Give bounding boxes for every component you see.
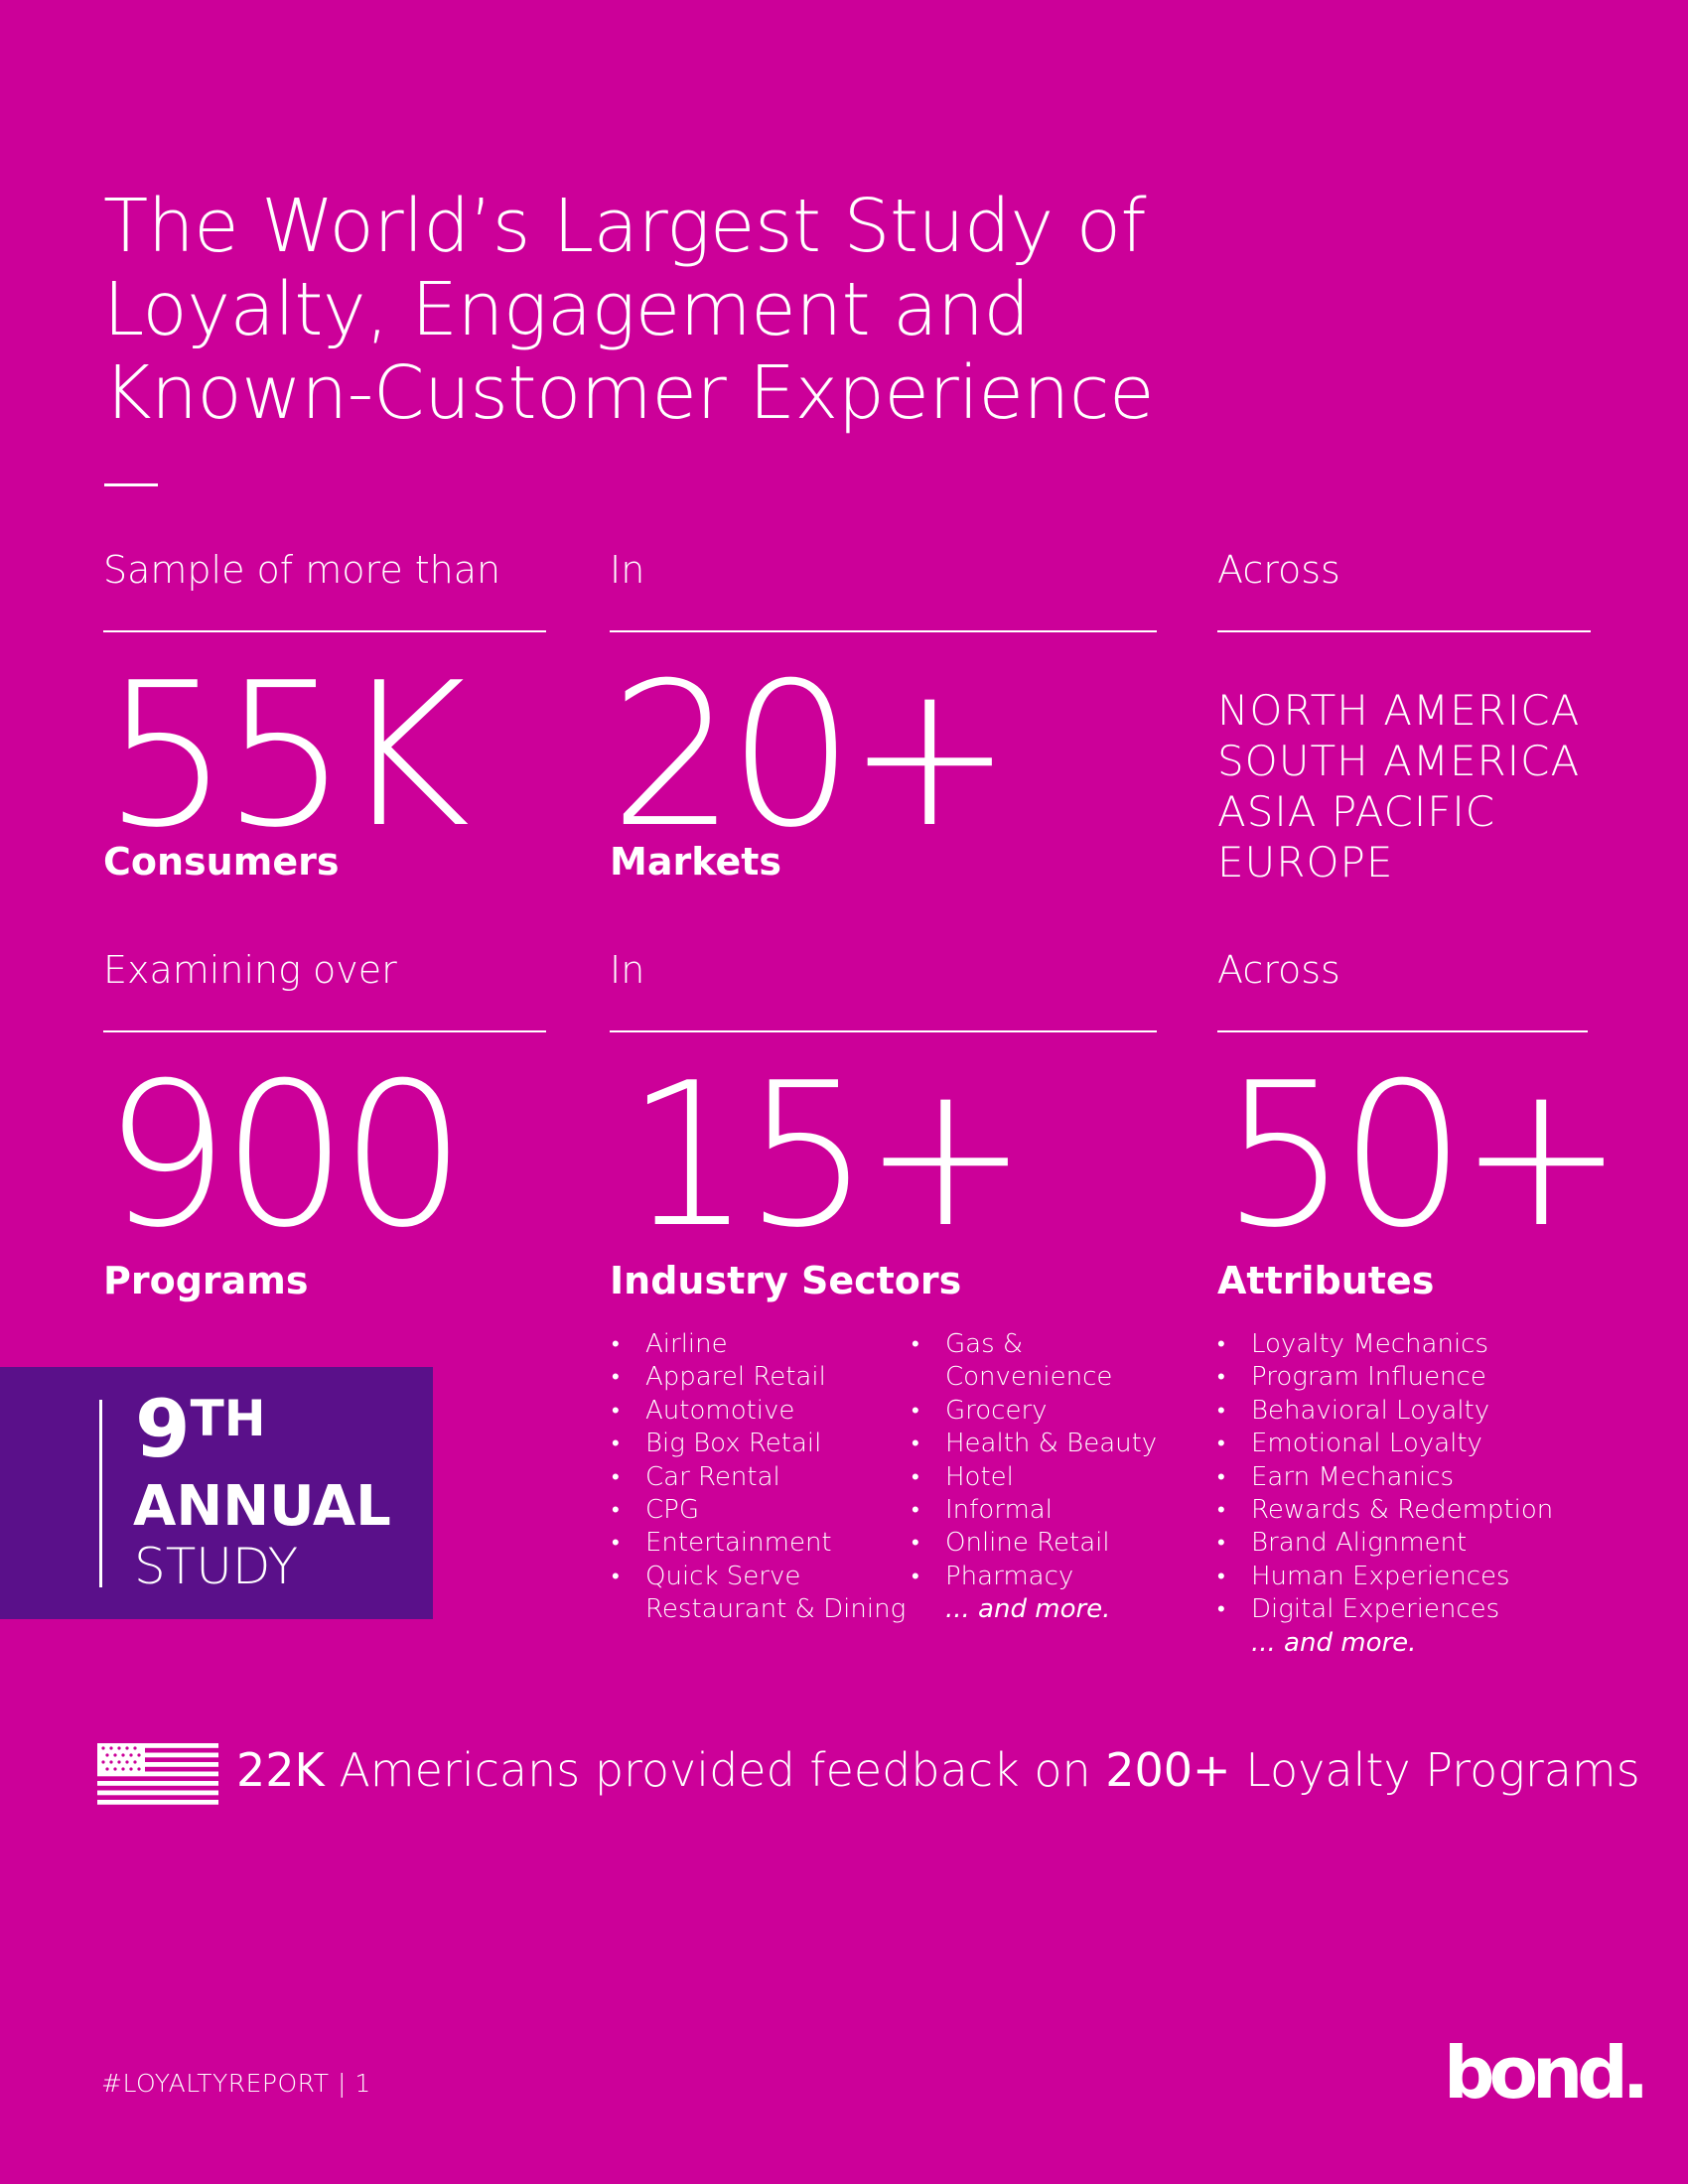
badge-divider [99, 1400, 102, 1587]
list-item: Rewards & Redemption [1217, 1494, 1553, 1528]
region: ASIA PACIFIC [1217, 787, 1496, 836]
us-feedback-banner: 22K Americans provided feedback on 200+ … [236, 1743, 1640, 1797]
attributes-value: 50+ [1221, 1040, 1624, 1272]
sectors-list-a: Airline Apparel Retail Automotive Big Bo… [612, 1328, 906, 1627]
region: EUROPE [1217, 838, 1394, 887]
list-item: Airline [612, 1328, 906, 1362]
list-item: Automotive [612, 1395, 906, 1429]
list-item: Gas & [912, 1328, 1157, 1362]
page-number: 1 [354, 2069, 371, 2098]
and-more: ... and more. [1251, 1627, 1417, 1658]
divider [610, 1030, 1157, 1032]
annual-study-badge [0, 1367, 433, 1619]
hashtag: #LOYALTYREPORT [101, 2069, 330, 2098]
list-item: Digital Experiences [1217, 1593, 1553, 1627]
badge-annual: ANNUAL [133, 1474, 391, 1539]
divider [103, 630, 546, 632]
list-item: CPG [612, 1494, 906, 1528]
list-item: Hotel [912, 1461, 1157, 1495]
and-more: ... and more. [945, 1594, 1111, 1625]
list-item: Car Rental [612, 1461, 906, 1495]
consumers-value: 55K [103, 640, 471, 872]
banner-text: Americans provided feedback on [324, 1743, 1106, 1797]
page-title: The World’s Largest Study of Loyalty, En… [103, 185, 1154, 435]
list-item: Entertainment [612, 1527, 906, 1561]
list-item: Earn Mechanics [1217, 1461, 1553, 1495]
programs-count: 200+ [1105, 1743, 1231, 1797]
sectors-label: Industry Sectors [610, 1259, 962, 1302]
attributes-label: Attributes [1217, 1259, 1435, 1302]
title-line: Loyalty, Engagement and [103, 267, 1030, 352]
bond-logo: bond. [1444, 2031, 1649, 2115]
sectors-value: 15+ [626, 1040, 1029, 1272]
consumers-label: Consumers [103, 840, 340, 884]
list-item: Apparel Retail [612, 1361, 906, 1395]
banner-text: Loyalty Programs [1230, 1743, 1640, 1797]
list-item: Human Experiences [1217, 1561, 1553, 1594]
attributes-list: Loyalty Mechanics Program Influence Beha… [1217, 1328, 1553, 1660]
list-item: Pharmacy [912, 1561, 1157, 1594]
divider [103, 1030, 546, 1032]
list-item: Brand Alignment [1217, 1527, 1553, 1561]
programs-intro-label: Examining over [103, 948, 397, 992]
badge-study: STUDY [134, 1538, 299, 1595]
markets-intro-label: In [610, 548, 645, 592]
title-line: Known-Customer Experience [103, 350, 1154, 436]
markets-value: 20+ [610, 640, 1013, 872]
markets-label: Markets [610, 840, 782, 884]
region: NORTH AMERICA [1217, 686, 1581, 735]
attributes-intro-label: Across [1217, 948, 1340, 992]
list-item: Emotional Loyalty [1217, 1428, 1553, 1461]
list-item: Restaurant & Dining [645, 1594, 907, 1625]
list-item: Online Retail [912, 1527, 1157, 1561]
title-divider [104, 483, 158, 486]
divider [1217, 630, 1591, 632]
regions-intro-label: Across [1217, 548, 1340, 592]
badge-suffix: TH [190, 1390, 266, 1447]
list-item: Big Box Retail [612, 1428, 906, 1461]
list-item: Loyalty Mechanics [1217, 1328, 1553, 1362]
divider [1217, 1030, 1588, 1032]
list-item: Convenience [945, 1362, 1113, 1393]
list-item: Health & Beauty [912, 1428, 1157, 1461]
list-item: Program Influence [1217, 1361, 1553, 1395]
list-item: Quick Serve [612, 1561, 906, 1594]
programs-label: Programs [103, 1259, 309, 1302]
list-item: Informal [912, 1494, 1157, 1528]
sectors-intro-label: In [610, 948, 645, 992]
badge-number: 9 [135, 1383, 191, 1475]
programs-value: 900 [103, 1040, 467, 1272]
sample-label: Sample of more than [103, 548, 501, 592]
us-flag-icon [97, 1743, 218, 1805]
divider [610, 630, 1157, 632]
separator: | [337, 2069, 347, 2098]
badge-ordinal: 9TH [135, 1390, 266, 1469]
title-line: The World’s Largest Study of [103, 184, 1147, 269]
region: SOUTH AMERICA [1217, 737, 1581, 785]
regions-list: NORTH AMERICA SOUTH AMERICA ASIA PACIFIC… [1217, 685, 1580, 887]
list-item: Behavioral Loyalty [1217, 1395, 1553, 1429]
americans-count: 22K [236, 1743, 325, 1797]
footer: #LOYALTYREPORT | 1 [101, 2069, 371, 2098]
sectors-list-b: Gas & Convenience Grocery Health & Beaut… [912, 1328, 1157, 1627]
list-item: Grocery [912, 1395, 1157, 1429]
